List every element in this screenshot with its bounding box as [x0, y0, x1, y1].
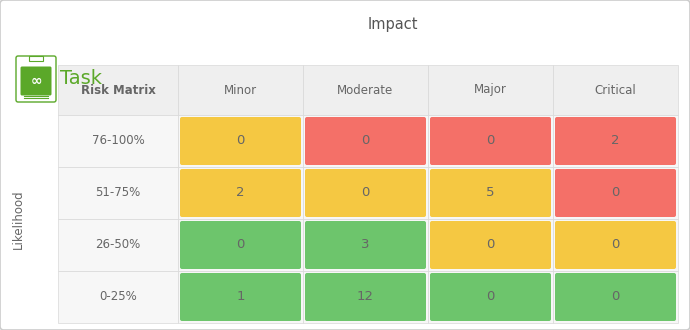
Text: 0: 0 — [486, 290, 495, 304]
Text: Critical: Critical — [595, 83, 636, 96]
Text: 0: 0 — [236, 239, 245, 251]
Text: 3: 3 — [362, 239, 370, 251]
Text: 5: 5 — [486, 186, 495, 200]
Bar — [553, 115, 678, 167]
FancyBboxPatch shape — [305, 117, 426, 165]
Bar — [303, 65, 428, 115]
Bar — [178, 65, 303, 115]
Text: 76-100%: 76-100% — [92, 135, 144, 148]
Bar — [303, 271, 428, 323]
Text: ∞: ∞ — [30, 74, 42, 88]
Text: 0: 0 — [236, 135, 245, 148]
FancyBboxPatch shape — [16, 56, 56, 102]
Text: 0: 0 — [611, 186, 620, 200]
Bar — [178, 115, 303, 167]
Bar — [178, 219, 303, 271]
FancyBboxPatch shape — [430, 273, 551, 321]
Text: 0: 0 — [486, 239, 495, 251]
FancyBboxPatch shape — [21, 67, 52, 95]
Text: 0: 0 — [362, 135, 370, 148]
FancyBboxPatch shape — [430, 169, 551, 217]
FancyBboxPatch shape — [430, 117, 551, 165]
Bar — [553, 219, 678, 271]
Bar — [428, 219, 553, 271]
Bar — [303, 167, 428, 219]
Text: 0: 0 — [611, 290, 620, 304]
FancyBboxPatch shape — [180, 117, 301, 165]
FancyBboxPatch shape — [555, 221, 676, 269]
FancyBboxPatch shape — [305, 169, 426, 217]
Text: Major: Major — [474, 83, 507, 96]
FancyBboxPatch shape — [555, 117, 676, 165]
Bar — [58, 271, 178, 323]
Bar — [178, 167, 303, 219]
FancyBboxPatch shape — [180, 221, 301, 269]
Text: 12: 12 — [357, 290, 374, 304]
Bar — [553, 271, 678, 323]
FancyBboxPatch shape — [555, 273, 676, 321]
Text: 0-25%: 0-25% — [99, 290, 137, 304]
Bar — [29, 56, 43, 61]
Text: 2: 2 — [236, 186, 245, 200]
Text: Likelihood: Likelihood — [12, 189, 25, 249]
Text: 1: 1 — [236, 290, 245, 304]
Bar — [303, 115, 428, 167]
FancyBboxPatch shape — [305, 273, 426, 321]
Bar — [428, 167, 553, 219]
FancyBboxPatch shape — [430, 221, 551, 269]
Text: Impact: Impact — [368, 17, 419, 32]
Text: Task: Task — [60, 69, 102, 87]
Text: Moderate: Moderate — [337, 83, 393, 96]
Bar — [58, 167, 178, 219]
Bar — [553, 65, 678, 115]
Bar — [428, 65, 553, 115]
Bar — [58, 219, 178, 271]
Bar — [58, 115, 178, 167]
Text: Risk Matrix: Risk Matrix — [81, 83, 155, 96]
Bar — [178, 271, 303, 323]
Bar — [303, 219, 428, 271]
Text: 0: 0 — [362, 186, 370, 200]
Text: Minor: Minor — [224, 83, 257, 96]
Bar — [58, 65, 178, 115]
FancyBboxPatch shape — [180, 273, 301, 321]
Text: 51-75%: 51-75% — [95, 186, 141, 200]
FancyBboxPatch shape — [180, 169, 301, 217]
Text: 2: 2 — [611, 135, 620, 148]
Bar — [428, 115, 553, 167]
Text: 26-50%: 26-50% — [95, 239, 141, 251]
FancyBboxPatch shape — [305, 221, 426, 269]
Text: 0: 0 — [611, 239, 620, 251]
Text: 0: 0 — [486, 135, 495, 148]
Bar — [428, 271, 553, 323]
FancyBboxPatch shape — [555, 169, 676, 217]
Bar — [553, 167, 678, 219]
